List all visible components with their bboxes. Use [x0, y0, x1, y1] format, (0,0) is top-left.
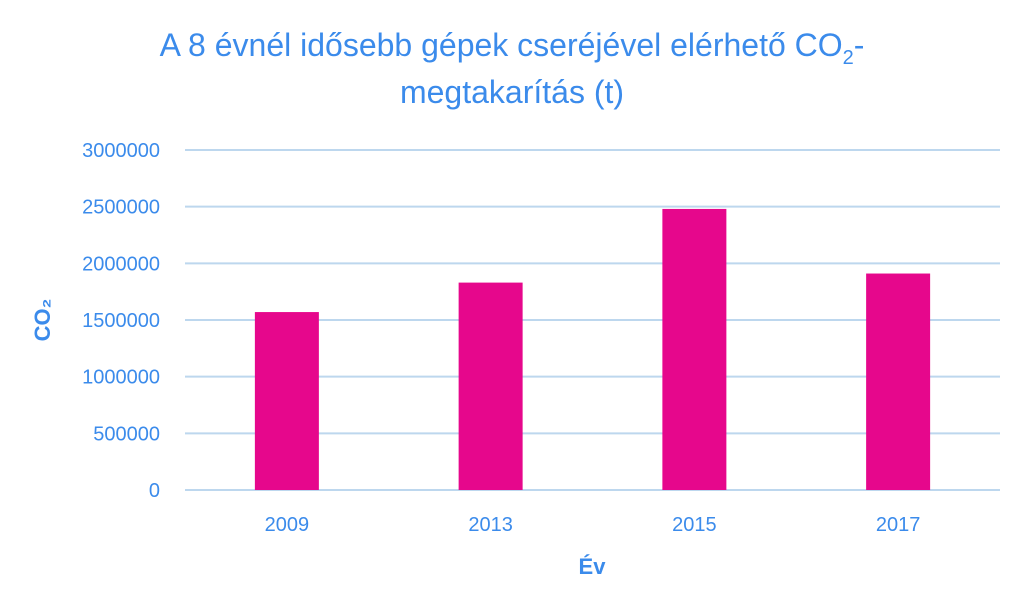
x-tick-label: 2013	[468, 514, 513, 536]
gridlines	[185, 149, 1000, 491]
bars	[254, 208, 931, 490]
y-tick-label: 1500000	[82, 310, 160, 332]
bar-2015	[662, 208, 727, 490]
x-tick-label: 2017	[876, 514, 921, 536]
x-tick-label: 2009	[265, 514, 310, 536]
x-axis-ticks: 2009 2013 2015 2017	[265, 514, 921, 536]
y-tick-label: 1000000	[82, 367, 160, 389]
y-tick-label: 0	[149, 480, 160, 502]
y-tick-label: 500000	[93, 423, 160, 445]
chart-title-line2: megtakarítás (t)	[400, 74, 624, 110]
y-axis-title: CO₂	[30, 299, 55, 342]
chart-title-main: A 8 évnél idősebb gépek cseréjével elérh…	[160, 27, 843, 63]
y-tick-label: 2000000	[82, 253, 160, 275]
x-axis-title: Év	[579, 554, 607, 579]
chart-title-suffix: -	[854, 27, 865, 63]
bar-2013	[458, 282, 523, 490]
y-axis-ticks: 0 500000 1000000 1500000 2000000 2500000 30000…	[82, 140, 160, 502]
x-tick-label: 2015	[672, 514, 717, 536]
bar-2009	[254, 312, 319, 490]
bar-2017	[866, 273, 931, 490]
chart-title-subscript: 2	[843, 47, 854, 69]
y-tick-label: 2500000	[82, 197, 160, 219]
y-tick-label: 3000000	[82, 140, 160, 162]
chart-title-line1: A 8 évnél idősebb gépek cseréjével elérh…	[160, 27, 865, 69]
